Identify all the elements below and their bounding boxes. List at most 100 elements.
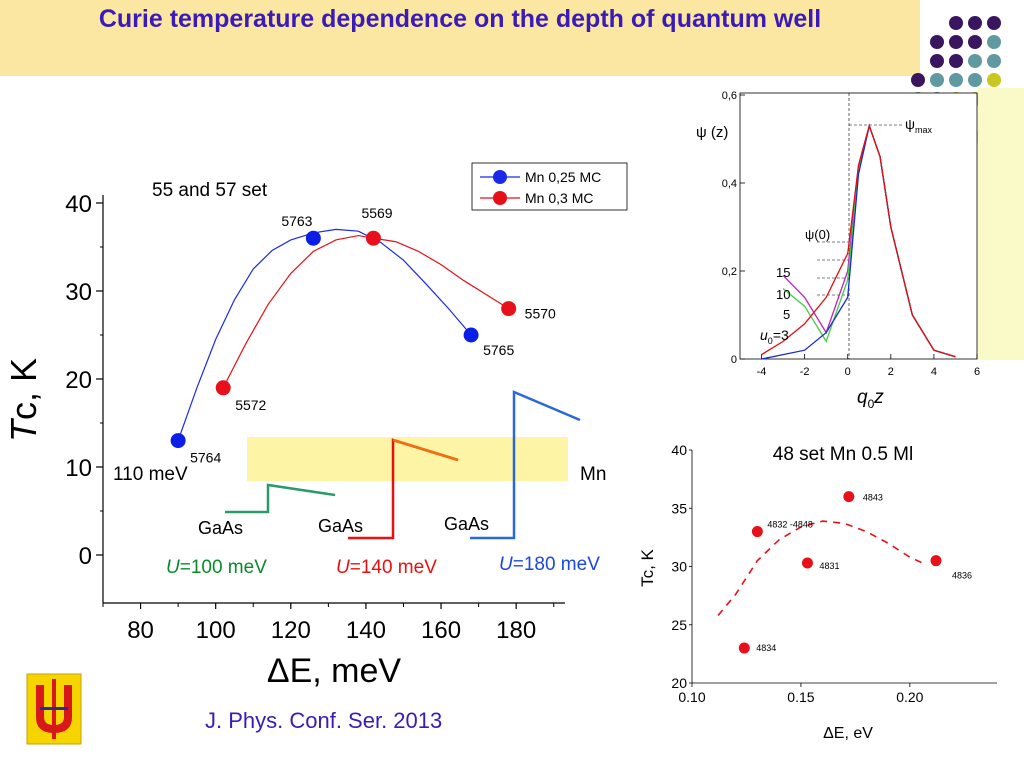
title-banner — [0, 0, 920, 76]
small-point-label: 4836 — [952, 571, 972, 581]
decorative-dot — [949, 54, 963, 68]
small-data-point — [801, 557, 813, 569]
u0-10-label: 10 — [776, 287, 790, 302]
main-point-label: 5572 — [235, 397, 266, 413]
small-fit-curve — [717, 520, 926, 616]
decorative-strip — [978, 88, 1024, 360]
small-y-tick-label: 30 — [671, 559, 687, 575]
main-point-label: 5570 — [525, 306, 556, 322]
u0-3-label: u0=3 — [760, 327, 789, 346]
small-x-axis-label: ΔE, eV — [823, 725, 873, 742]
decorative-dot — [968, 16, 982, 30]
decorative-dot — [987, 73, 1001, 87]
mn-label: Mn — [580, 464, 606, 485]
psi-y-tick-label: 0,6 — [722, 90, 737, 102]
legend-marker-blue — [493, 170, 507, 184]
well-profile-100 — [225, 483, 336, 514]
main-y-tick-label: 20 — [65, 367, 92, 394]
main-x-tick-label: 160 — [421, 617, 461, 644]
decorative-dot — [911, 73, 925, 87]
main-x-tick-label: 120 — [271, 617, 311, 644]
main-x-tick-label: 100 — [196, 617, 236, 644]
main-data-point — [463, 327, 479, 343]
small-point-label: 4843 — [863, 493, 883, 503]
legend-marker-red — [493, 191, 507, 205]
decorative-dot — [949, 35, 963, 49]
decorative-dot — [968, 35, 982, 49]
page-title: Curie temperature dependence on the dept… — [98, 5, 822, 33]
small-data-point — [930, 555, 942, 567]
psi-x-tick-label: 0 — [845, 366, 851, 378]
small-y-axis-label: Tc, K — [638, 548, 657, 586]
psi-y-axis-label: ψ (z) — [696, 124, 728, 141]
main-data-point — [501, 301, 517, 317]
wavefunction-chart: 0 0,2 0,4 0,6 -4 -2 0 2 4 6 ψ (z) ψmax ψ(0) 15 10… — [696, 90, 980, 411]
decorative-dot — [987, 16, 1001, 30]
decorative-dot — [949, 16, 963, 30]
psi-y-tick-label: 0,2 — [722, 266, 737, 278]
psi-max-label: ψmax — [905, 116, 932, 135]
main-chart: 0 10 20 30 40 80 100 120 140 160 180 5764 5763 5765 5… — [3, 162, 628, 690]
small-data-point — [843, 491, 855, 503]
u0-15-label: 15 — [776, 265, 790, 280]
small-point-label: 4832 -4848 — [767, 520, 813, 530]
set-label: 55 and 57 set — [152, 180, 268, 201]
main-x-tick-label: 80 — [127, 617, 154, 644]
citation: J. Phys. Conf. Ser. 2013 — [205, 708, 443, 733]
psi-x-axis-label: q0z — [857, 387, 884, 411]
main-data-point — [305, 230, 321, 246]
legend-label-mn03: Mn 0,3 MC — [525, 190, 593, 206]
main-y-axis-label: Tc, K — [3, 358, 44, 442]
main-data-point — [215, 380, 231, 396]
main-point-label: 5765 — [483, 342, 514, 358]
decorative-dot — [930, 54, 944, 68]
small-y-tick-label: 20 — [671, 675, 687, 691]
psi-x-tick-label: 4 — [931, 366, 937, 378]
small-data-point — [751, 526, 763, 538]
psi0-label: ψ(0) — [805, 227, 830, 242]
psi-x-tick-label: 2 — [888, 366, 894, 378]
u-label-180: U=180 meV — [499, 554, 600, 575]
u0-5-label: 5 — [783, 307, 790, 322]
small-point-label: 4831 — [819, 561, 839, 571]
main-y-tick-label: 30 — [65, 279, 92, 306]
main-x-axis-label: ΔE, meV — [267, 652, 402, 690]
main-point-label: 5569 — [361, 205, 392, 221]
main-data-point — [170, 433, 186, 449]
main-x-tick-label: 180 — [496, 617, 536, 644]
main-y-tick-label: 10 — [65, 455, 92, 482]
decorative-dot — [987, 54, 1001, 68]
small-y-tick-label: 25 — [671, 617, 687, 633]
gaas-label-1: GaAs — [198, 518, 243, 538]
main-x-tick-label: 140 — [346, 617, 386, 644]
chart-legend: Mn 0,25 MC Mn 0,3 MC — [471, 162, 628, 211]
psi-y-tick-label: 0 — [731, 354, 737, 366]
small-y-tick-label: 40 — [671, 442, 687, 458]
series-curve-mn025 — [177, 228, 472, 441]
main-y-tick-label: 40 — [65, 191, 92, 218]
main-point-label: 5764 — [190, 450, 221, 466]
psi-y-tick-label: 0,4 — [722, 178, 737, 190]
set48-chart: 20 25 30 35 40 0.10 0.15 0.20 4834 4832 -4848 483… — [638, 442, 997, 742]
psi-plot-frame — [739, 92, 978, 360]
legend-label-mn025: Mn 0,25 MC — [525, 169, 601, 185]
offset-label: 110 meV — [113, 464, 188, 485]
small-x-tick-label: 0.10 — [678, 689, 705, 705]
small-x-tick-label: 0.20 — [896, 689, 923, 705]
well-slope-140 — [392, 438, 459, 462]
u-label-100: U=100 meV — [166, 557, 267, 578]
small-x-tick-label: 0.15 — [787, 689, 814, 705]
series-curve-mn03 — [222, 234, 509, 389]
psi-curve — [761, 123, 956, 358]
small-chart-title: 48 set Mn 0.5 Ml — [773, 444, 913, 465]
psi-x-tick-label: -4 — [757, 366, 767, 378]
gaas-label-2: GaAs — [318, 516, 363, 536]
decorative-dot — [968, 73, 982, 87]
psi-x-tick-label: -2 — [800, 366, 810, 378]
decorative-dot — [987, 35, 1001, 49]
decorative-dot — [949, 73, 963, 87]
gaas-label-3: GaAs — [444, 514, 489, 534]
main-point-label: 5763 — [281, 213, 312, 229]
small-point-label: 4834 — [756, 643, 776, 653]
decorative-dot — [930, 35, 944, 49]
